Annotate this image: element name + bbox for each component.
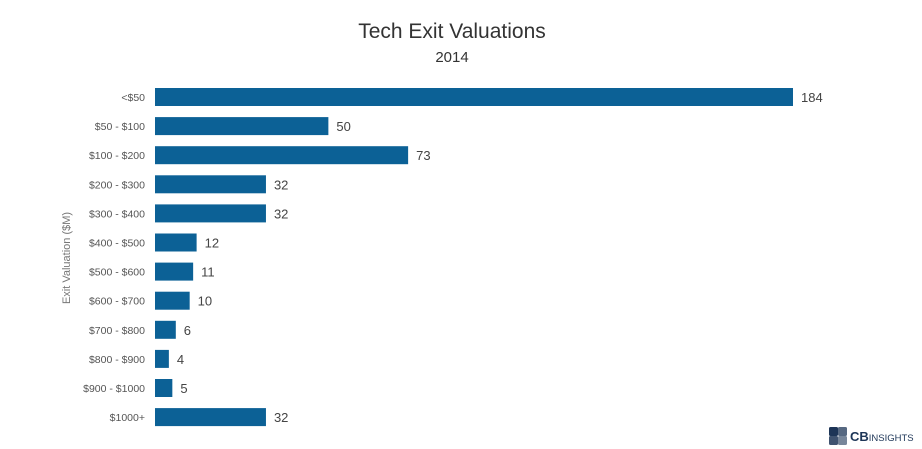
value-label: 32: [274, 177, 288, 192]
cb-insights-logo: CBINSIGHTS: [829, 427, 914, 445]
logo-text: INSIGHTS: [869, 433, 914, 444]
cb-insights-mark-icon: [829, 427, 847, 445]
category-label: $50 - $100: [95, 121, 145, 133]
category-label: $700 - $800: [89, 325, 145, 337]
category-label: $300 - $400: [89, 208, 145, 220]
bar: [155, 146, 409, 165]
chart-subtitle: 2014: [435, 49, 468, 66]
value-label: 184: [801, 90, 823, 105]
value-label: 73: [416, 148, 430, 163]
category-label: <$50: [121, 92, 145, 104]
category-label: $100 - $200: [89, 150, 145, 162]
value-label: 5: [180, 381, 187, 396]
category-label: $200 - $300: [89, 179, 145, 191]
bar: [155, 262, 194, 281]
category-label: $600 - $700: [89, 296, 145, 308]
bars-layer: <$50 184 $50 - $100 50 $100 - $200 73 $200 - $…: [83, 88, 823, 427]
value-label: 4: [177, 352, 184, 367]
bar: [155, 204, 266, 223]
bar: [155, 408, 266, 427]
value-label: 6: [184, 323, 191, 338]
svg-text:CBINSIGHTS: CBINSIGHTS: [850, 429, 914, 444]
chart-title: Tech Exit Valuations: [358, 20, 546, 43]
value-label: 11: [201, 265, 215, 280]
logo-bold-text: CB: [850, 429, 869, 444]
bar: [155, 349, 169, 368]
bar: [155, 291, 190, 310]
bar: [155, 117, 329, 136]
category-label: $1000+: [110, 412, 145, 424]
bar: [155, 233, 197, 252]
bar: [155, 379, 173, 397]
bar: [155, 320, 176, 339]
value-label: 32: [274, 206, 288, 221]
bar: [155, 88, 793, 106]
bar: [155, 175, 266, 194]
value-label: 50: [336, 119, 350, 134]
category-label: $800 - $900: [89, 354, 145, 366]
y-axis-title: Exit Valuation ($M): [61, 212, 73, 304]
value-label: 12: [205, 236, 219, 251]
value-label: 32: [274, 410, 288, 425]
category-label: $400 - $500: [89, 238, 145, 250]
category-label: $900 - $1000: [83, 383, 145, 395]
value-label: 10: [198, 294, 212, 309]
category-label: $500 - $600: [89, 267, 145, 279]
